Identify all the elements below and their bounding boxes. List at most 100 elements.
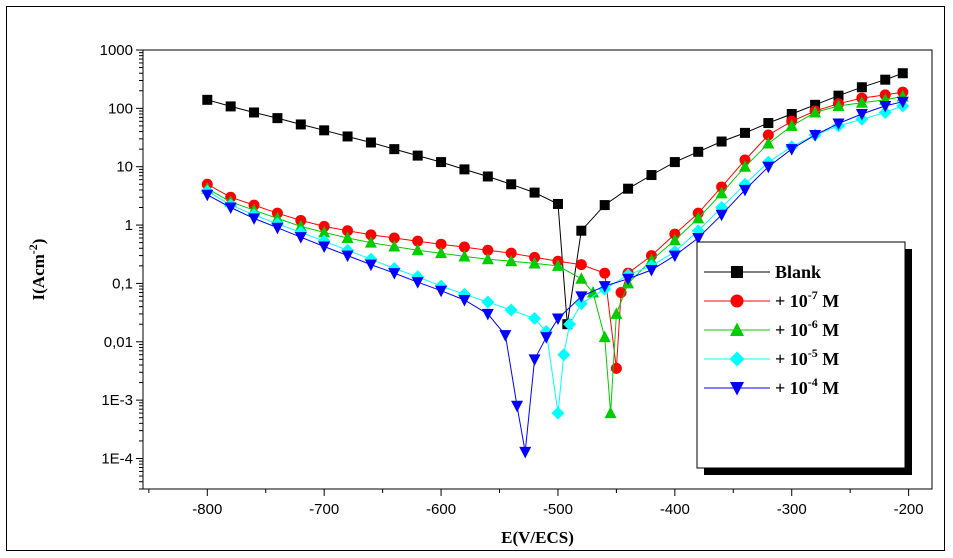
data-point: [342, 225, 354, 237]
data-point: [224, 202, 237, 214]
data-point: [855, 96, 868, 108]
data-point: [482, 244, 494, 256]
data-point: [809, 105, 822, 118]
y-tick-label: 100: [108, 100, 133, 117]
data-point: [519, 446, 532, 459]
data-point: [646, 170, 657, 181]
data-point: [575, 272, 588, 284]
data-point: [645, 264, 658, 277]
data-point: [412, 235, 424, 247]
data-point: [481, 252, 494, 265]
data-point: [529, 187, 540, 198]
data-point: [738, 184, 751, 197]
data-point: [365, 137, 376, 148]
data-point: [412, 150, 423, 161]
data-point: [551, 259, 564, 271]
legend-label: + 10-7 M: [775, 288, 839, 311]
data-point: [598, 281, 611, 293]
data-point: [551, 406, 565, 420]
x-tick-label: -200: [894, 501, 924, 518]
data-point: [504, 303, 518, 317]
y-axis-title: I(Acm-2): [26, 239, 48, 301]
data-point: [896, 96, 909, 109]
data-point: [458, 249, 471, 262]
data-point: [511, 400, 524, 413]
data-point: [599, 267, 611, 279]
data-point: [716, 136, 727, 147]
data-point: [574, 297, 588, 311]
legend-marker: [730, 322, 744, 336]
data-point: [832, 118, 845, 131]
series-line-4: [207, 101, 903, 452]
data-point: [599, 200, 610, 211]
data-point: [505, 247, 517, 259]
data-point: [341, 243, 355, 257]
legend-label: + 10-5 M: [775, 346, 839, 369]
data-point: [318, 225, 331, 238]
data-point: [855, 109, 868, 121]
data-point: [763, 118, 774, 129]
data-point: [622, 273, 635, 286]
data-point: [506, 179, 517, 190]
data-point: [576, 225, 587, 236]
data-point: [435, 246, 448, 259]
data-point: [272, 113, 283, 124]
data-point: [389, 144, 400, 155]
data-point: [575, 291, 588, 303]
data-point: [505, 254, 518, 267]
data-point: [551, 313, 564, 326]
data-point: [459, 164, 470, 175]
data-point: [342, 131, 353, 142]
x-axis-title: E(V/ECS): [501, 528, 574, 547]
data-point: [365, 229, 377, 241]
data-point: [540, 332, 553, 344]
data-point: [364, 259, 377, 272]
data-point: [388, 239, 401, 252]
legend-marker: [729, 351, 745, 367]
data-point: [341, 250, 354, 263]
legend-marker: [730, 382, 744, 396]
data-point: [481, 308, 494, 321]
plot-area: [142, 49, 933, 490]
data-point: [715, 186, 728, 199]
data-point: [693, 146, 704, 157]
data-point: [411, 243, 424, 256]
legend-entry-2: + 10-6 M: [704, 317, 839, 340]
legend-label: + 10-6 M: [775, 317, 839, 340]
data-point: [557, 348, 571, 362]
data-point: [832, 99, 845, 111]
data-point: [563, 317, 577, 331]
y-tick-label: 10: [116, 159, 133, 176]
data-point: [692, 233, 705, 245]
data-point: [482, 171, 493, 182]
data-point: [552, 198, 563, 209]
legend-label: + 10-4 M: [775, 375, 839, 398]
data-point: [271, 222, 284, 235]
data-point: [738, 160, 751, 172]
data-point: [762, 136, 775, 149]
data-point: [786, 109, 797, 120]
x-tick-label: -700: [309, 501, 339, 518]
data-point: [249, 107, 260, 118]
x-tick-label: -800: [192, 501, 222, 518]
data-point: [364, 236, 377, 248]
data-point: [668, 233, 681, 246]
data-point: [669, 157, 680, 168]
data-point: [762, 161, 775, 174]
data-point: [856, 82, 867, 93]
legend-entry-3: + 10-5 M: [704, 346, 839, 369]
data-point: [528, 354, 541, 366]
data-point: [810, 99, 821, 110]
data-point: [623, 183, 634, 194]
data-point: [762, 129, 774, 141]
chart-frame: [6, 6, 945, 551]
data-point: [809, 129, 822, 142]
data-point: [295, 119, 306, 130]
y-tick-label: 1E-4: [101, 450, 133, 467]
data-point: [341, 231, 354, 244]
data-point: [878, 105, 892, 119]
series-0: [202, 68, 908, 330]
legend-marker: [730, 294, 744, 308]
data-point: [604, 406, 617, 419]
